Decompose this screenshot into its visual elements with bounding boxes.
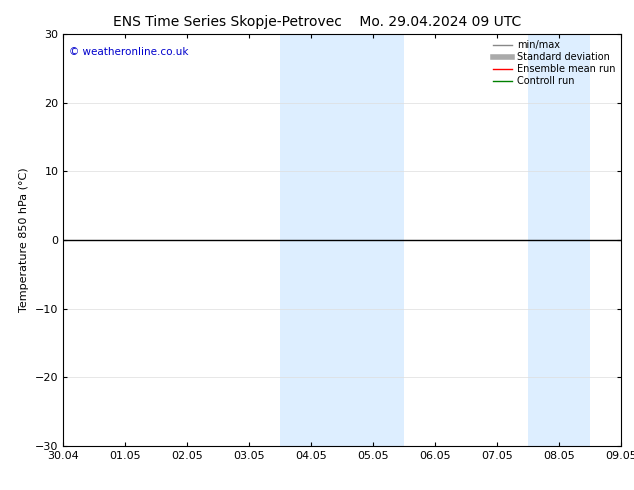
Text: © weatheronline.co.uk: © weatheronline.co.uk <box>69 47 188 57</box>
Legend: min/max, Standard deviation, Ensemble mean run, Controll run: min/max, Standard deviation, Ensemble me… <box>489 36 619 90</box>
Bar <box>342 34 404 446</box>
Bar <box>528 34 590 446</box>
Y-axis label: Temperature 850 hPa (°C): Temperature 850 hPa (°C) <box>20 168 30 313</box>
Bar <box>280 34 342 446</box>
Text: ENS Time Series Skopje-Petrovec    Mo. 29.04.2024 09 UTC: ENS Time Series Skopje-Petrovec Mo. 29.0… <box>113 15 521 29</box>
